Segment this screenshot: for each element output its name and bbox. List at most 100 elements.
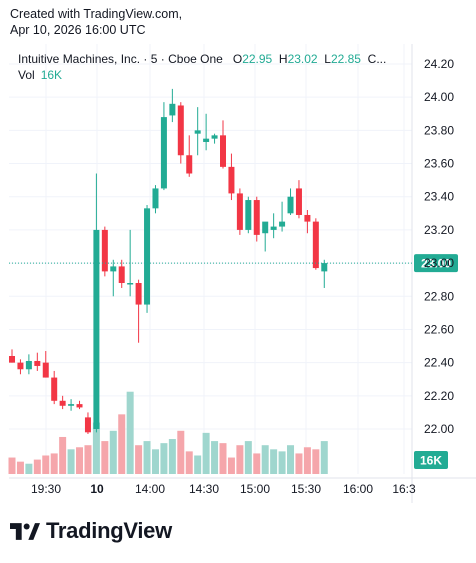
interval-label: 5 [150,52,158,66]
volume-bar [16,461,24,474]
volume-bar [219,443,227,474]
candle-body [76,404,83,408]
exchange-label: Cboe One [168,52,223,66]
timestamp-text: Apr 10, 2026 16:00 UTC [10,23,146,37]
last-price-badge-label: 23.00 [421,257,451,271]
volume-bar [101,441,109,474]
candle-body [321,263,328,272]
x-tick-label: 16:00 [343,482,373,496]
candle-body [42,362,49,378]
volume-legend: Vol 16K [18,68,62,82]
volume-bar [295,453,303,474]
volume-bar [67,449,75,474]
volume-bar [118,414,126,474]
volume-bar [135,445,143,474]
volume-bar [278,451,286,474]
x-tick-label: 14:30 [189,482,219,496]
candle-body [253,200,260,235]
candle-body [135,283,142,305]
y-tick-label: 22.00 [424,422,454,436]
tradingview-logo[interactable]: TradingView [10,518,172,544]
candle-body [127,283,134,285]
candle-body [25,360,32,370]
candle-body [68,404,75,406]
volume-bar [202,432,210,474]
candle-body [304,214,311,222]
volume-value: 16K [40,68,63,82]
created-with-text: Created with TradingView.com, [10,7,183,21]
y-tick-label: 23.40 [424,190,454,204]
low-value: 22.85 [330,52,361,66]
candle-body [295,188,302,215]
y-tick-label: 22.60 [424,322,454,336]
candle-body [211,135,218,139]
volume-bar [261,445,269,474]
y-tick-label: 24.00 [424,90,454,104]
volume-bar [126,391,134,474]
volume-bar [151,449,159,474]
candle-body [262,221,269,234]
tradingview-logo-icon [10,522,40,540]
volume-bar [59,436,67,474]
volume-bar [236,445,244,474]
volume-bar [270,449,278,474]
volume-bar [194,455,202,474]
symbol-name: Intuitive Machines, Inc. [18,52,141,66]
volume-bar [312,449,320,474]
x-tick-label: 14:00 [135,482,165,496]
candle-body [118,266,125,283]
y-tick-label: 23.60 [424,157,454,171]
x-tick-label: 15:30 [291,482,321,496]
volume-bar [143,441,151,474]
volume-label: Vol [18,68,35,82]
candle-body [245,200,252,230]
candle-body [93,229,100,429]
volume-bar [303,447,311,474]
candle-body [203,138,210,142]
candle-body [9,356,15,363]
volume-bar [185,451,193,474]
candle-body [194,130,201,134]
last-price-badge [414,254,458,273]
volume-bar [227,457,235,474]
volume-bar [76,447,84,474]
high-label: H [278,52,288,66]
created-with-caption: Created with TradingView.com, Apr 10, 20… [10,6,182,38]
candle-body [287,196,294,214]
candle-body [169,103,176,116]
volume-bar [50,453,58,474]
volume-bar [109,430,117,474]
high-value: 23.02 [287,52,318,66]
y-tick-label: 22.80 [424,289,454,303]
x-tick-label: 10 [90,482,104,496]
candle-body [220,135,226,167]
volume-bar [211,441,219,474]
volume-bar [92,422,100,474]
volume-bar [160,443,168,474]
candle-body [101,229,108,272]
volume-badge [414,451,448,469]
close-label: C... [367,52,387,66]
y-tick-label: 22.20 [424,389,454,403]
candle-body [144,208,151,305]
volume-bar [25,463,33,474]
y-tick-label: 22.40 [424,356,454,370]
low-label: L [324,52,331,66]
candle-body [312,221,319,269]
volume-bar [253,453,261,474]
candle-body [160,117,167,189]
volume-bar [42,455,50,474]
candle-body [270,226,277,230]
volume-bar [244,441,252,474]
candle-body [59,400,66,406]
chart-legend: Intuitive Machines, Inc. · 5 · Cboe One … [18,52,387,66]
candle-body [152,188,159,209]
volume-bar [33,459,41,474]
candle-body [236,193,243,230]
open-label: O [232,52,243,66]
candle-body [17,362,24,370]
y-tick-label: 23.20 [424,223,454,237]
x-tick-label: 16:3 [392,482,416,496]
open-value: 22.95 [242,52,273,66]
